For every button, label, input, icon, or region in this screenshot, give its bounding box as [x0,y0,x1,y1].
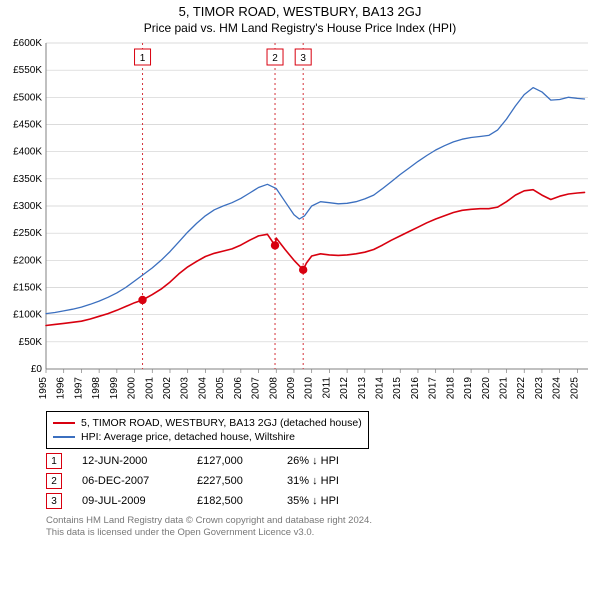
attribution-line: Contains HM Land Registry data © Crown c… [46,515,600,527]
svg-text:£350K: £350K [13,174,42,185]
svg-text:£500K: £500K [13,92,42,103]
page-title: 5, TIMOR ROAD, WESTBURY, BA13 2GJ [0,4,600,19]
svg-text:2022: 2022 [516,377,527,400]
svg-text:£150K: £150K [13,283,42,294]
sale-price: £127,000 [197,455,267,467]
svg-text:2012: 2012 [339,377,350,400]
sale-hpi-delta: 31% ↓ HPI [287,475,367,487]
legend-item: 5, TIMOR ROAD, WESTBURY, BA13 2GJ (detac… [53,416,362,430]
svg-text:2015: 2015 [392,377,403,400]
sale-hpi-delta: 35% ↓ HPI [287,495,367,507]
sale-marker-box: 1 [46,453,62,469]
sale-date: 09-JUL-2009 [82,495,177,507]
sale-hpi-delta: 26% ↓ HPI [287,455,367,467]
legend-swatch [53,436,75,438]
sale-row: 2 06-DEC-2007 £227,500 31% ↓ HPI [46,473,600,489]
svg-text:1999: 1999 [109,377,120,400]
svg-text:£0: £0 [31,364,43,375]
svg-text:2: 2 [272,53,278,64]
sale-date: 12-JUN-2000 [82,455,177,467]
svg-text:2004: 2004 [197,377,208,400]
svg-text:2014: 2014 [375,377,386,400]
svg-text:2007: 2007 [251,377,262,400]
sale-marker-box: 2 [46,473,62,489]
svg-text:£200K: £200K [13,255,42,266]
svg-text:1996: 1996 [56,377,67,400]
svg-text:1995: 1995 [38,377,49,400]
svg-text:£300K: £300K [13,201,42,212]
svg-text:2006: 2006 [233,377,244,400]
svg-text:1998: 1998 [91,377,102,400]
svg-text:2002: 2002 [162,377,173,400]
svg-text:£100K: £100K [13,310,42,321]
svg-text:2024: 2024 [552,377,563,400]
svg-text:£250K: £250K [13,228,42,239]
svg-text:2000: 2000 [127,377,138,400]
svg-text:2013: 2013 [357,377,368,400]
svg-text:3: 3 [300,53,306,64]
svg-text:£400K: £400K [13,147,42,158]
attribution-line: This data is licensed under the Open Gov… [46,527,600,539]
price-vs-hpi-chart: £0 £50K £100K £150K £200K £250K £300K £350K £400… [0,35,600,405]
svg-text:2011: 2011 [321,377,332,399]
svg-text:2009: 2009 [286,377,297,400]
svg-text:1997: 1997 [73,377,84,400]
svg-text:2003: 2003 [180,377,191,400]
page-subtitle: Price paid vs. HM Land Registry's House … [0,21,600,35]
sale-marker-box: 3 [46,493,62,509]
sale-row: 1 12-JUN-2000 £127,000 26% ↓ HPI [46,453,600,469]
svg-text:2001: 2001 [144,377,155,400]
svg-text:2020: 2020 [481,377,492,400]
svg-text:2021: 2021 [499,377,510,400]
legend-label: HPI: Average price, detached house, Wilt… [81,430,295,444]
svg-text:2016: 2016 [410,377,421,400]
attribution-text: Contains HM Land Registry data © Crown c… [46,515,600,539]
sale-price: £227,500 [197,475,267,487]
chart-legend: 5, TIMOR ROAD, WESTBURY, BA13 2GJ (detac… [46,411,369,449]
svg-text:2025: 2025 [569,377,580,400]
svg-text:2019: 2019 [463,377,474,400]
svg-text:£550K: £550K [13,65,42,76]
svg-text:1: 1 [140,53,146,64]
legend-label: 5, TIMOR ROAD, WESTBURY, BA13 2GJ (detac… [81,416,362,430]
svg-text:£600K: £600K [13,38,42,49]
svg-text:£450K: £450K [13,120,42,131]
sale-date: 06-DEC-2007 [82,475,177,487]
svg-text:£50K: £50K [19,337,43,348]
svg-text:2008: 2008 [268,377,279,400]
legend-swatch [53,422,75,424]
svg-text:2023: 2023 [534,377,545,400]
legend-item: HPI: Average price, detached house, Wilt… [53,430,362,444]
sale-row: 3 09-JUL-2009 £182,500 35% ↓ HPI [46,493,600,509]
svg-text:2017: 2017 [428,377,439,400]
svg-text:2005: 2005 [215,377,226,400]
svg-text:2010: 2010 [304,377,315,400]
sale-price: £182,500 [197,495,267,507]
sales-events-table: 1 12-JUN-2000 £127,000 26% ↓ HPI 2 06-DEC-200… [46,453,600,509]
svg-text:2018: 2018 [445,377,456,400]
